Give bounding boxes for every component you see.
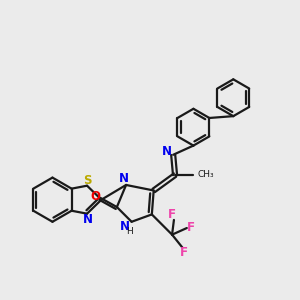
Text: N: N	[162, 145, 172, 158]
Text: N: N	[83, 213, 93, 226]
Text: H: H	[126, 227, 133, 236]
Text: F: F	[180, 246, 188, 259]
Text: N: N	[120, 220, 130, 233]
Text: F: F	[187, 221, 195, 234]
Text: CH₃: CH₃	[198, 170, 214, 179]
Text: S: S	[83, 174, 92, 187]
Text: N: N	[119, 172, 129, 185]
Text: F: F	[168, 208, 176, 221]
Text: O: O	[90, 190, 100, 202]
